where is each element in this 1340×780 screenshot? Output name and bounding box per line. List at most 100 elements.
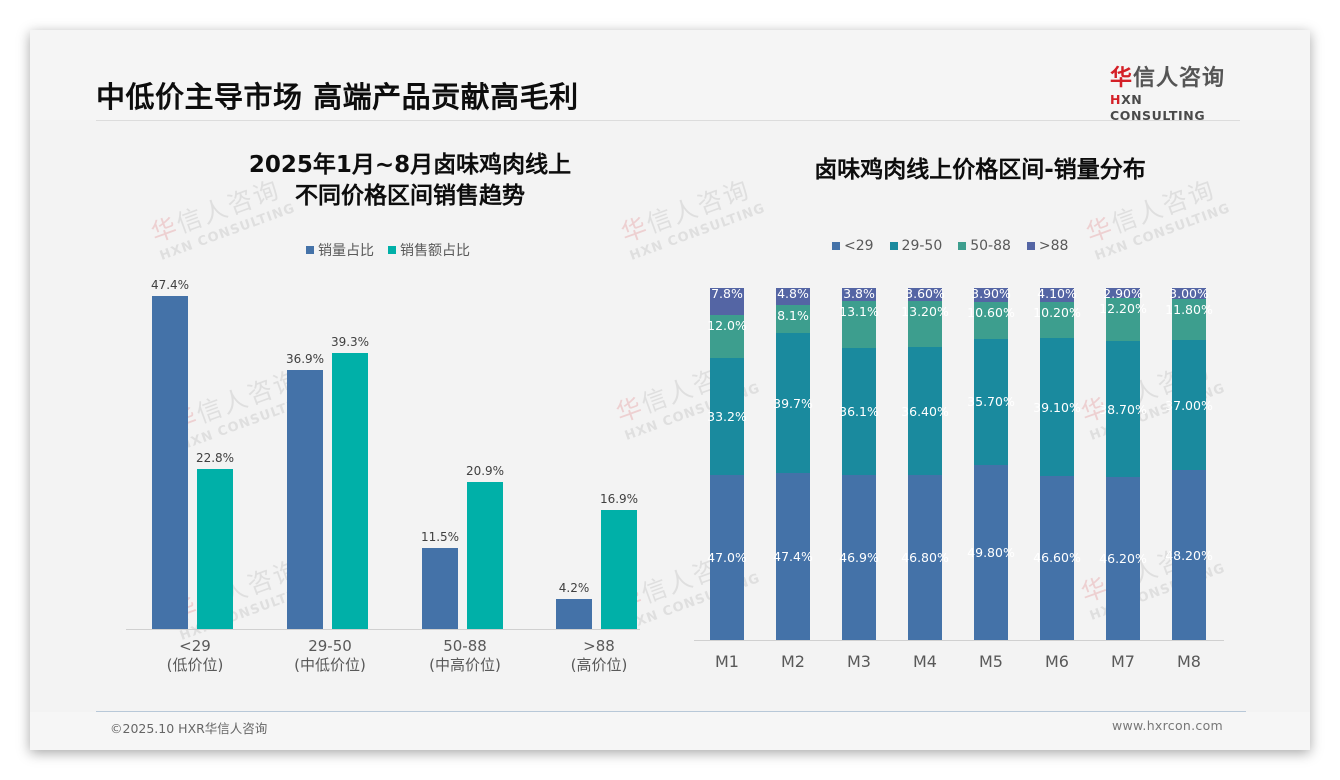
segment-value-label: 33.2%: [707, 408, 747, 424]
logo-accent: 华: [1110, 66, 1134, 91]
watermark-accent: 华: [147, 211, 183, 248]
stack-segment: 47.0%: [707, 474, 747, 640]
segment-value-label: 48.20%: [1165, 547, 1213, 563]
bar-sales: [601, 510, 637, 629]
segment-value-label: 3.90%: [971, 286, 1011, 301]
right-chart-title: 卤味鸡肉线上价格区间-销量分布: [814, 157, 1146, 183]
stack-segment: 12.20%: [1099, 298, 1147, 342]
header-band: [30, 30, 1310, 120]
bar-volume: [422, 548, 458, 629]
month-label: M7: [1111, 652, 1135, 671]
segment-value-label: 46.20%: [1099, 551, 1147, 567]
month-label: M2: [781, 652, 805, 671]
segment-value-label: 47.0%: [707, 549, 747, 565]
bar-sales: [197, 468, 233, 629]
segment-value-label: 46.80%: [901, 550, 949, 566]
stack-segment: 46.20%: [1099, 477, 1147, 640]
legend-item: 50-88: [958, 238, 1011, 254]
stack-segment: 36.40%: [901, 347, 949, 476]
stack-segment: 10.20%: [1033, 302, 1081, 339]
left-chart-plot: 47.4% 22.8% <29 (低价位) 36.9% 39.3% 29-50 (中低价位) 1…: [126, 278, 640, 674]
month-label: M5: [979, 652, 1003, 671]
segment-value-label: 3.00%: [1169, 286, 1209, 301]
month-label: M8: [1177, 652, 1201, 671]
segment-value-label: 4.10%: [1037, 286, 1077, 301]
segment-value-label: 49.80%: [967, 544, 1015, 560]
stack-segment: 3.90%: [971, 286, 1011, 302]
header-divider: [96, 120, 1240, 121]
segment-value-label: 13.1%: [839, 304, 879, 320]
stack-segment: 46.9%: [839, 474, 879, 640]
category-range: 50-88: [443, 637, 487, 655]
segment-value-label: 36.1%: [839, 403, 879, 419]
x-axis-line: [694, 640, 1224, 641]
bar-volume: [152, 295, 188, 629]
stack-segment: 46.60%: [1033, 475, 1081, 640]
bar-value-label: 20.9%: [465, 464, 505, 479]
stack-segment: 13.20%: [901, 300, 949, 348]
segment-value-label: 39.7%: [773, 395, 813, 411]
stack-segment: 11.80%: [1165, 298, 1213, 341]
bar-sales: [467, 482, 503, 629]
left-chart-title-line1: 2025年1月~8月卤味鸡肉线上: [248, 152, 572, 178]
bar-volume: [287, 369, 323, 629]
stack-segment: 3.00%: [1169, 286, 1209, 301]
category-tier: (低价位): [166, 656, 224, 674]
month-label: M6: [1045, 652, 1069, 671]
page-title: 中低价主导市场 高端产品贡献高毛利: [96, 80, 579, 114]
footer-website: www.hxrcon.com: [1112, 718, 1223, 733]
category-range: <29: [179, 637, 211, 655]
right-chart-legend: <29 29-50 50-88 >88: [832, 238, 1084, 254]
segment-value-label: 46.60%: [1033, 550, 1081, 566]
legend-label: 50-88: [970, 238, 1011, 254]
bar-volume: [556, 599, 592, 629]
bar-value-label: 36.9%: [285, 351, 325, 366]
category-tier: (中高价位): [429, 656, 501, 674]
bar-value-label: 22.8%: [195, 450, 235, 465]
month-label: M3: [847, 652, 871, 671]
x-axis-line: [126, 629, 640, 630]
segment-value-label: 3.8%: [843, 286, 875, 301]
legend-item-sales: 销售额占比: [388, 240, 470, 260]
segment-value-label: 3.60%: [905, 286, 945, 301]
legend-label: 销售额占比: [400, 243, 470, 259]
legend-label: <29: [844, 238, 874, 254]
segment-value-label: 46.9%: [839, 549, 879, 565]
stack-segment: 46.80%: [901, 475, 949, 640]
stack-segment: 48.20%: [1165, 470, 1213, 640]
legend-label: >88: [1038, 238, 1069, 254]
stack-segment: 12.0%: [707, 315, 747, 358]
footer-divider: [96, 711, 1246, 712]
month-label: M4: [913, 652, 937, 671]
category-tier: (中低价位): [294, 656, 366, 674]
legend-swatch-icon: [388, 246, 396, 254]
segment-value-label: 10.60%: [967, 304, 1015, 320]
category-label: 50-88 (中高价位): [405, 637, 525, 675]
stack-segment: 10.60%: [967, 301, 1015, 340]
watermark-accent: 华: [1082, 211, 1118, 248]
slide: 中低价主导市场 高端产品贡献高毛利 华信人咨询 HXN CONSULTING 华…: [30, 30, 1310, 750]
category-range: >88: [583, 637, 615, 655]
legend-item: >88: [1026, 238, 1069, 254]
stack-segment: 8.1%: [776, 304, 810, 334]
watermark-accent: 华: [617, 211, 653, 248]
stack-segment: 7.8%: [710, 286, 744, 316]
legend-label: 销量占比: [318, 243, 374, 259]
bar-value-label: 39.3%: [330, 334, 370, 349]
stack-segment: 2.90%: [1103, 286, 1143, 301]
left-chart-title-line2: 不同价格区间销售趋势: [295, 183, 525, 209]
segment-value-label: 4.8%: [777, 286, 809, 301]
stack-segment: 39.10%: [1033, 338, 1081, 476]
legend-label: 29-50: [901, 238, 943, 254]
segment-value-label: 37.00%: [1165, 397, 1213, 413]
right-chart-plot: 47.0% 33.2% 12.0% 7.8% M1 47.4% 39.7% 8.1% 4.8% M…: [694, 280, 1224, 680]
category-range: 29-50: [308, 637, 352, 655]
bar-value-label: 16.9%: [599, 492, 639, 507]
segment-value-label: 36.40%: [901, 403, 949, 419]
stack-segment: 4.10%: [1037, 286, 1077, 303]
legend-swatch-icon: [1026, 242, 1035, 250]
stack-segment: 3.8%: [842, 286, 876, 302]
stack-segment: 36.1%: [839, 347, 879, 475]
stack-segment: 38.70%: [1099, 341, 1147, 478]
segment-value-label: 8.1%: [777, 307, 809, 323]
